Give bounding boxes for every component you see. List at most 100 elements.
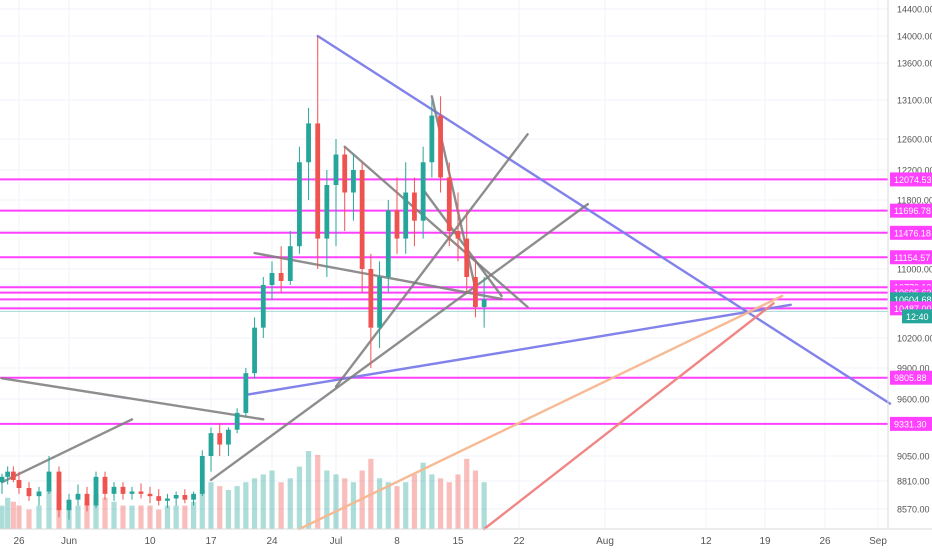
candle-body [269, 273, 275, 285]
candle-body [351, 170, 356, 193]
candle [342, 146, 348, 231]
time-tick-label: Aug [596, 536, 614, 547]
volume-bar [464, 458, 470, 529]
volume-bar [26, 509, 32, 529]
candle [0, 473, 5, 494]
time-tick-label: 19 [759, 536, 771, 547]
trendline-blue[interactable] [316, 34, 892, 405]
candle [306, 107, 311, 200]
countdown-label: 12:40 [902, 309, 932, 324]
trendline-gray[interactable] [343, 145, 529, 309]
price-tick-label: 11000.00 [897, 265, 932, 275]
volume-bar [182, 505, 188, 529]
time-tick-label: 10 [144, 536, 156, 547]
trendline-gray[interactable] [0, 377, 265, 421]
volume-bar [305, 451, 312, 529]
volume-bar [350, 482, 357, 529]
candle [129, 486, 135, 500]
candle [16, 471, 22, 494]
trendline-gray[interactable] [421, 188, 503, 298]
level-label-text: 12074.53 [894, 175, 932, 185]
candle [165, 493, 170, 508]
trendline-gray[interactable] [253, 251, 503, 301]
level-labels: 12074.5311696.7811476.1811154.5710770.13… [890, 172, 932, 431]
candle [173, 491, 179, 506]
candle [351, 154, 356, 221]
candle-body [10, 471, 16, 480]
volume-bar [147, 505, 153, 529]
level-label-bg [890, 203, 932, 218]
candle-body [333, 154, 339, 185]
candle-body [377, 277, 382, 328]
trendline-blue[interactable] [244, 303, 792, 397]
price-tick-label: 11800.00 [897, 196, 932, 206]
volume-bar [394, 486, 400, 529]
volume-bar [429, 474, 435, 529]
price-tick-label: 8570.00 [897, 505, 930, 515]
candle [66, 493, 72, 520]
level-price-label: 9331.30 [890, 416, 932, 431]
candle [102, 471, 108, 500]
level-label-text: 11696.78 [894, 206, 931, 216]
price-tick-label: 10200.00 [897, 334, 932, 344]
candle [297, 146, 302, 254]
trendline-red[interactable] [482, 302, 775, 531]
candle [10, 466, 16, 483]
volume-bar [138, 505, 144, 529]
time-tick-label: 17 [205, 536, 217, 547]
level-price-label: 9805.88 [890, 370, 932, 385]
candle [156, 489, 162, 506]
level-label-text: 11154.57 [894, 253, 930, 263]
volume-bar [164, 505, 171, 529]
volume-bar [287, 478, 293, 529]
candle [385, 200, 391, 293]
candle [394, 177, 400, 254]
candle-body [429, 115, 435, 163]
candle [5, 466, 11, 485]
price-tick-label: 9050.00 [897, 452, 930, 462]
volume-bar [16, 505, 22, 529]
candle [120, 482, 126, 500]
volume-bar [93, 493, 99, 529]
candle [252, 317, 257, 379]
price-tick-label: 13100.00 [897, 96, 932, 106]
time-tick-label: 26 [819, 536, 831, 547]
time-tick-label: Sep [869, 536, 887, 547]
level-label-text: 11476.18 [894, 228, 931, 238]
candle [412, 177, 417, 247]
trendline-gray[interactable] [0, 418, 134, 484]
trendline-gray[interactable] [334, 133, 529, 388]
candle-body [297, 162, 302, 247]
volume-bar [111, 501, 117, 529]
candle [368, 253, 374, 368]
candle [111, 482, 117, 501]
volume-bar [173, 505, 179, 529]
price-tick-label: 14000.00 [897, 32, 932, 42]
candle-body [243, 373, 249, 413]
candle-body [46, 471, 52, 492]
candle [56, 466, 62, 518]
candle [473, 261, 478, 318]
time-tick-label: 22 [513, 536, 525, 547]
time-tick-label: 26 [13, 536, 25, 547]
volume-bar [208, 482, 214, 529]
volume-bar [217, 486, 223, 529]
candle-body [26, 488, 32, 497]
time-axis[interactable]: 26 Jun 10 17 24 Jul 8 15 22 Aug 12 19 26 Sep [13, 536, 887, 547]
candle-body [394, 210, 400, 239]
volume-bar [46, 490, 52, 529]
candle-body [129, 491, 135, 494]
volume-bar [420, 462, 426, 529]
level-label-bg [890, 370, 932, 385]
candle-body [359, 170, 365, 269]
candle-body [226, 429, 231, 445]
candle-body [56, 471, 62, 511]
candle [315, 36, 321, 269]
candle [287, 231, 293, 285]
trendline-gray[interactable] [209, 202, 589, 482]
volume-bar [199, 490, 205, 529]
trendline-orange[interactable] [298, 294, 784, 531]
candle-body [385, 210, 391, 277]
